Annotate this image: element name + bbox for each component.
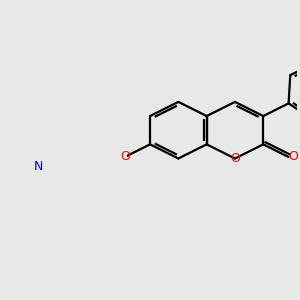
- Text: O: O: [230, 152, 240, 165]
- Text: N: N: [34, 160, 43, 173]
- Text: O: O: [120, 151, 130, 164]
- Text: O: O: [288, 151, 298, 164]
